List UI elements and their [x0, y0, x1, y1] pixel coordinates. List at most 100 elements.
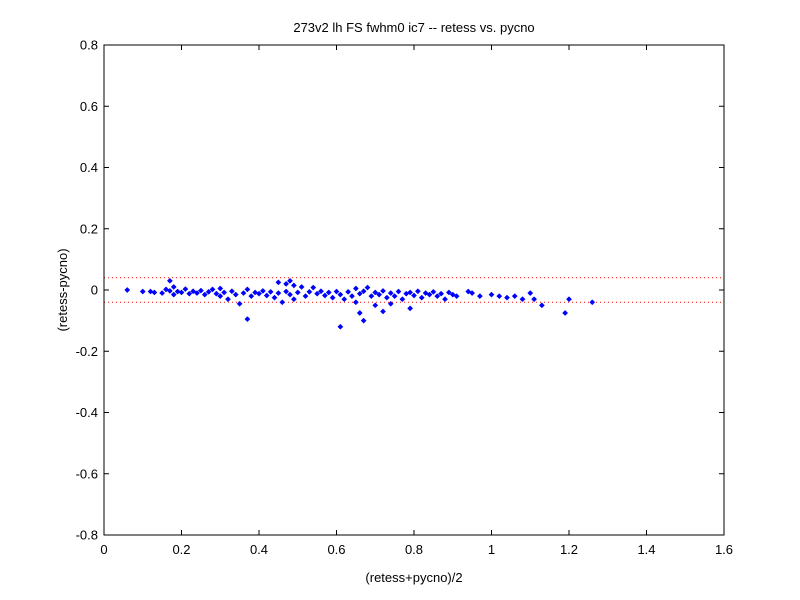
data-point [504, 294, 510, 301]
data-point [256, 290, 262, 297]
data-point [345, 288, 352, 295]
data-point [376, 291, 383, 298]
data-point [356, 290, 363, 297]
data-point [337, 323, 344, 330]
data-point [418, 294, 425, 301]
data-point [368, 293, 375, 300]
data-point [287, 277, 293, 284]
data-point [248, 293, 255, 300]
data-point [298, 283, 305, 290]
data-point [531, 296, 538, 303]
data-point [341, 296, 348, 303]
data-point [205, 288, 212, 295]
data-point [294, 289, 301, 296]
data-point [170, 291, 177, 298]
data-point [566, 296, 572, 303]
data-point [488, 291, 495, 298]
data-point [197, 287, 204, 294]
data-point [124, 287, 131, 293]
data-point [166, 287, 173, 294]
y-tick-label: -0.8 [76, 528, 98, 543]
data-point [387, 290, 394, 297]
data-point [360, 288, 367, 295]
data-point [287, 291, 293, 298]
data-point [349, 293, 355, 300]
data-point [407, 289, 414, 296]
data-point [318, 288, 324, 295]
data-point [244, 286, 251, 293]
data-point [244, 316, 251, 323]
data-point [306, 288, 313, 295]
data-point [194, 290, 200, 297]
data-point [372, 289, 379, 296]
data-point [519, 296, 526, 303]
data-point [469, 290, 476, 297]
data-point [438, 290, 445, 297]
x-tick-label: 0.6 [327, 542, 345, 557]
data-point [411, 292, 417, 299]
data-point [232, 291, 239, 298]
data-point [279, 299, 286, 306]
y-axis-ticks: -0.8 -0.6 -0.4 -0.2 0 0.2 0.4 0.6 0.8 [76, 38, 724, 543]
data-point [426, 291, 433, 298]
data-point [407, 305, 414, 312]
data-point [275, 279, 282, 286]
data-point [190, 288, 197, 295]
data-point [383, 294, 390, 301]
data-point [221, 289, 228, 296]
data-point [217, 285, 224, 292]
data-point [476, 293, 483, 300]
data-point [399, 296, 406, 303]
data-point [147, 288, 154, 295]
data-point [356, 310, 363, 316]
chart-title: 273v2 lh FS fwhm0 ic7 -- retess vs. pycn… [293, 20, 534, 35]
data-point [442, 296, 448, 303]
x-tick-label: 1.4 [637, 542, 655, 557]
data-point [380, 287, 386, 294]
data-point [364, 284, 371, 291]
data-point [329, 294, 336, 301]
y-tick-label: -0.2 [76, 344, 98, 359]
y-tick-label: 0.4 [80, 160, 98, 175]
data-point [527, 290, 534, 297]
data-point [310, 284, 317, 291]
data-point [174, 288, 181, 295]
x-tick-label: 1.6 [715, 542, 733, 557]
data-point [352, 285, 359, 292]
data-point [259, 287, 266, 294]
y-tick-label: 0.2 [80, 221, 98, 236]
data-point [414, 288, 421, 295]
data-point [453, 293, 460, 300]
data-point [209, 286, 216, 293]
x-tick-label: 1.2 [560, 542, 578, 557]
data-point [337, 291, 344, 298]
data-point [182, 286, 189, 293]
data-point [275, 290, 282, 297]
data-point [325, 289, 332, 296]
data-point [236, 300, 243, 307]
data-point [217, 293, 224, 300]
data-point [496, 293, 503, 300]
x-tick-label: 0.8 [405, 542, 423, 557]
x-tick-label: 1 [488, 542, 495, 557]
data-point [263, 292, 270, 299]
reference-lines [104, 277, 724, 303]
data-point [290, 282, 297, 289]
x-tick-label: 0 [100, 542, 107, 557]
x-tick-label: 0.2 [172, 542, 190, 557]
data-point [151, 289, 158, 296]
data-point [380, 308, 386, 315]
data-point [387, 300, 394, 307]
data-point [159, 290, 166, 297]
data-point [290, 296, 297, 303]
x-tick-label: 0.4 [250, 542, 268, 557]
y-tick-label: 0 [91, 283, 98, 298]
data-point [283, 280, 290, 287]
data-point [283, 288, 290, 295]
y-tick-label: -0.6 [76, 466, 98, 481]
data-point [434, 293, 441, 300]
data-point [511, 293, 518, 300]
data-point [228, 288, 235, 295]
data-point [360, 317, 367, 324]
